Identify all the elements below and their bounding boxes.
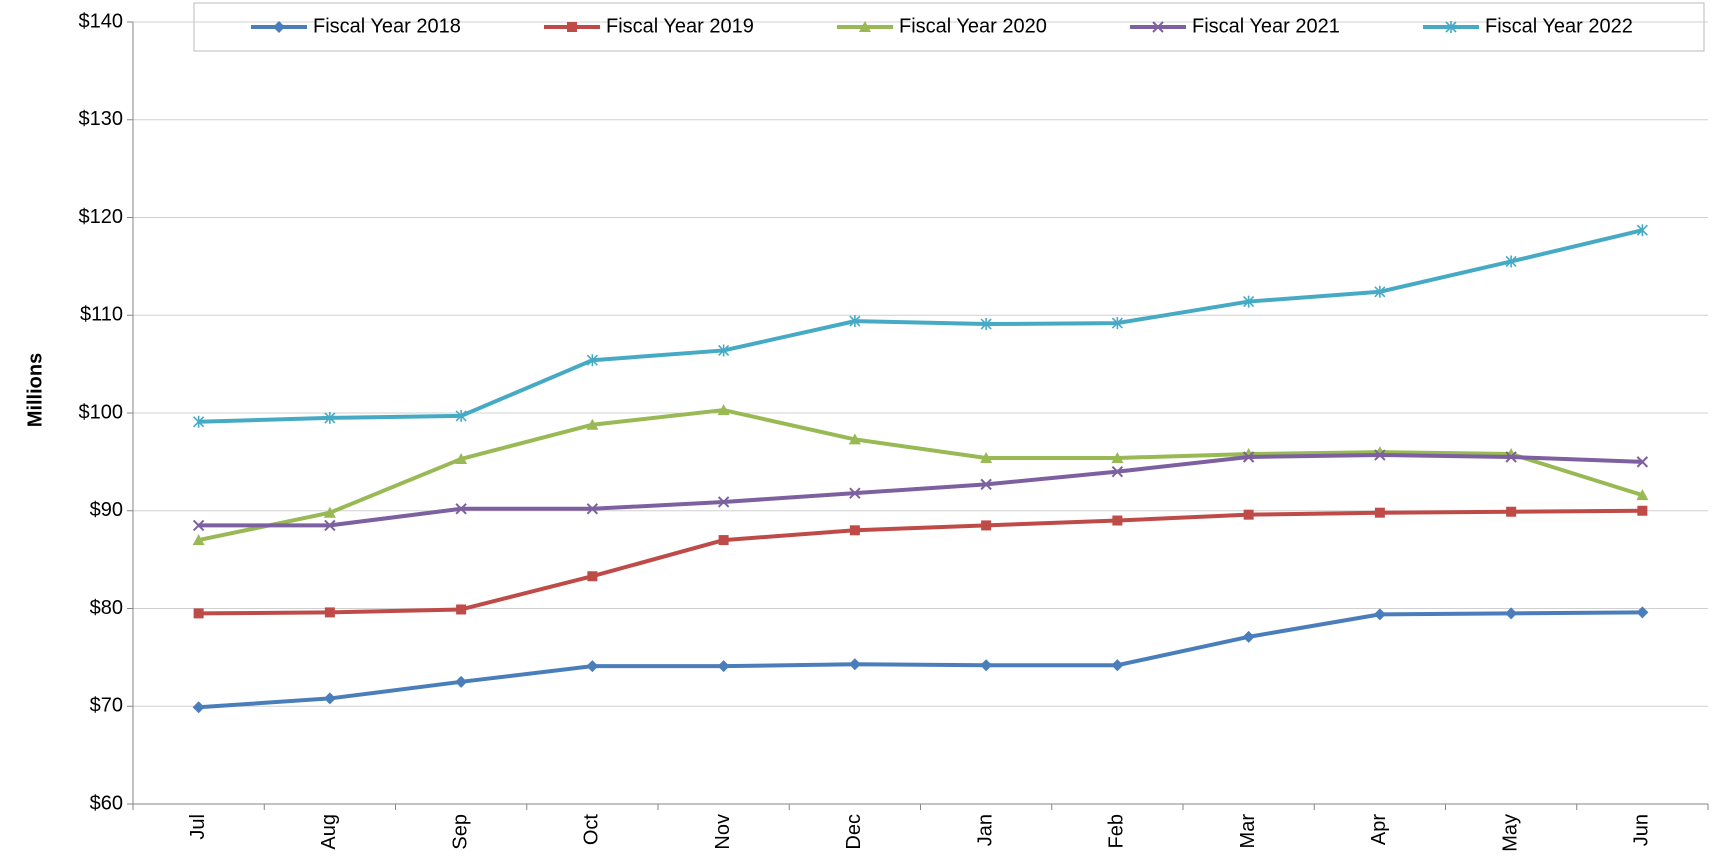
data-point xyxy=(586,503,599,515)
legend-marker xyxy=(567,22,577,32)
data-point xyxy=(1242,451,1255,463)
data-point xyxy=(192,519,205,532)
y-tick-label: $60 xyxy=(90,792,123,814)
data-point xyxy=(1636,456,1649,468)
data-point xyxy=(717,404,730,416)
data-point xyxy=(192,701,205,714)
y-tick-label: $80 xyxy=(90,597,123,619)
series-line xyxy=(198,508,1643,616)
data-point xyxy=(1112,515,1123,526)
y-tick-label: $90 xyxy=(90,499,123,521)
data-point xyxy=(324,519,336,532)
data-point xyxy=(1505,255,1517,268)
x-tick-label: Aug xyxy=(318,814,340,850)
x-tick-label: Apr xyxy=(1368,814,1390,845)
data-point xyxy=(1111,465,1124,478)
x-tick-label: Nov xyxy=(712,814,734,850)
data-point xyxy=(980,318,992,331)
x-tick-label: Dec xyxy=(843,814,865,850)
data-point xyxy=(848,433,861,445)
data-point xyxy=(718,344,730,357)
x-tick-label: Mar xyxy=(1237,814,1259,849)
data-point xyxy=(455,503,467,515)
data-point xyxy=(456,604,467,615)
data-point xyxy=(1505,607,1518,620)
data-point xyxy=(718,535,729,546)
legend-label: Fiscal Year 2018 xyxy=(313,15,461,37)
data-point xyxy=(980,451,993,463)
data-point xyxy=(1243,295,1255,308)
data-point xyxy=(1243,509,1254,520)
legend-label: Fiscal Year 2019 xyxy=(606,15,754,37)
x-tick-label: Oct xyxy=(581,814,603,846)
data-point xyxy=(1374,285,1386,298)
data-point xyxy=(193,415,205,428)
data-point xyxy=(455,675,468,688)
data-point xyxy=(455,409,467,422)
data-point xyxy=(323,692,336,705)
legend-marker xyxy=(1445,21,1457,33)
data-point xyxy=(849,315,861,328)
series-line xyxy=(198,408,1643,543)
data-point xyxy=(324,411,336,424)
data-point xyxy=(586,660,599,673)
data-point xyxy=(849,487,861,499)
data-point xyxy=(1242,630,1255,643)
data-point xyxy=(323,506,336,518)
data-point xyxy=(1636,489,1649,501)
data-point xyxy=(455,452,468,464)
data-point xyxy=(1636,224,1648,237)
data-point xyxy=(193,608,204,619)
data-point xyxy=(1505,451,1517,463)
legend-label: Fiscal Year 2020 xyxy=(899,15,1047,37)
data-point xyxy=(1111,451,1124,463)
data-point xyxy=(1111,317,1123,330)
y-axis-label: Millions xyxy=(24,353,46,427)
data-point xyxy=(1373,608,1386,621)
x-tick-label: Jan xyxy=(974,814,996,846)
data-point xyxy=(980,659,993,672)
data-point xyxy=(324,607,335,618)
data-point xyxy=(586,418,599,430)
data-point xyxy=(717,496,730,508)
x-tick-label: May xyxy=(1499,814,1521,852)
y-tick-label: $70 xyxy=(90,695,123,717)
y-tick-label: $120 xyxy=(79,206,124,228)
y-tick-label: $140 xyxy=(79,10,124,32)
x-tick-label: Jul xyxy=(187,814,209,840)
data-point xyxy=(849,525,860,536)
legend-label: Fiscal Year 2022 xyxy=(1485,15,1633,37)
x-tick-label: Sep xyxy=(449,814,471,850)
data-point xyxy=(981,520,992,531)
legend-marker xyxy=(273,21,285,33)
y-tick-label: $110 xyxy=(80,304,123,326)
legend-marker xyxy=(1152,21,1164,33)
series-line xyxy=(198,610,1643,710)
data-point xyxy=(1506,506,1517,517)
data-point xyxy=(1374,449,1386,461)
series-line xyxy=(198,228,1643,424)
legend-marker xyxy=(859,21,871,32)
series-line xyxy=(198,453,1643,528)
data-point xyxy=(980,478,992,491)
data-point xyxy=(1637,505,1648,516)
data-point xyxy=(192,534,205,546)
data-point xyxy=(1636,606,1649,619)
y-tick-label: $100 xyxy=(79,401,124,423)
data-point xyxy=(587,571,598,582)
y-tick-label: $130 xyxy=(79,108,124,130)
x-tick-label: Feb xyxy=(1106,814,1128,848)
legend-label: Fiscal Year 2021 xyxy=(1192,15,1340,37)
x-tick-label: Jun xyxy=(1631,814,1653,846)
data-point xyxy=(586,354,598,367)
data-point xyxy=(717,660,730,673)
data-point xyxy=(848,658,861,671)
data-point xyxy=(1111,659,1124,672)
data-point xyxy=(1374,507,1385,518)
